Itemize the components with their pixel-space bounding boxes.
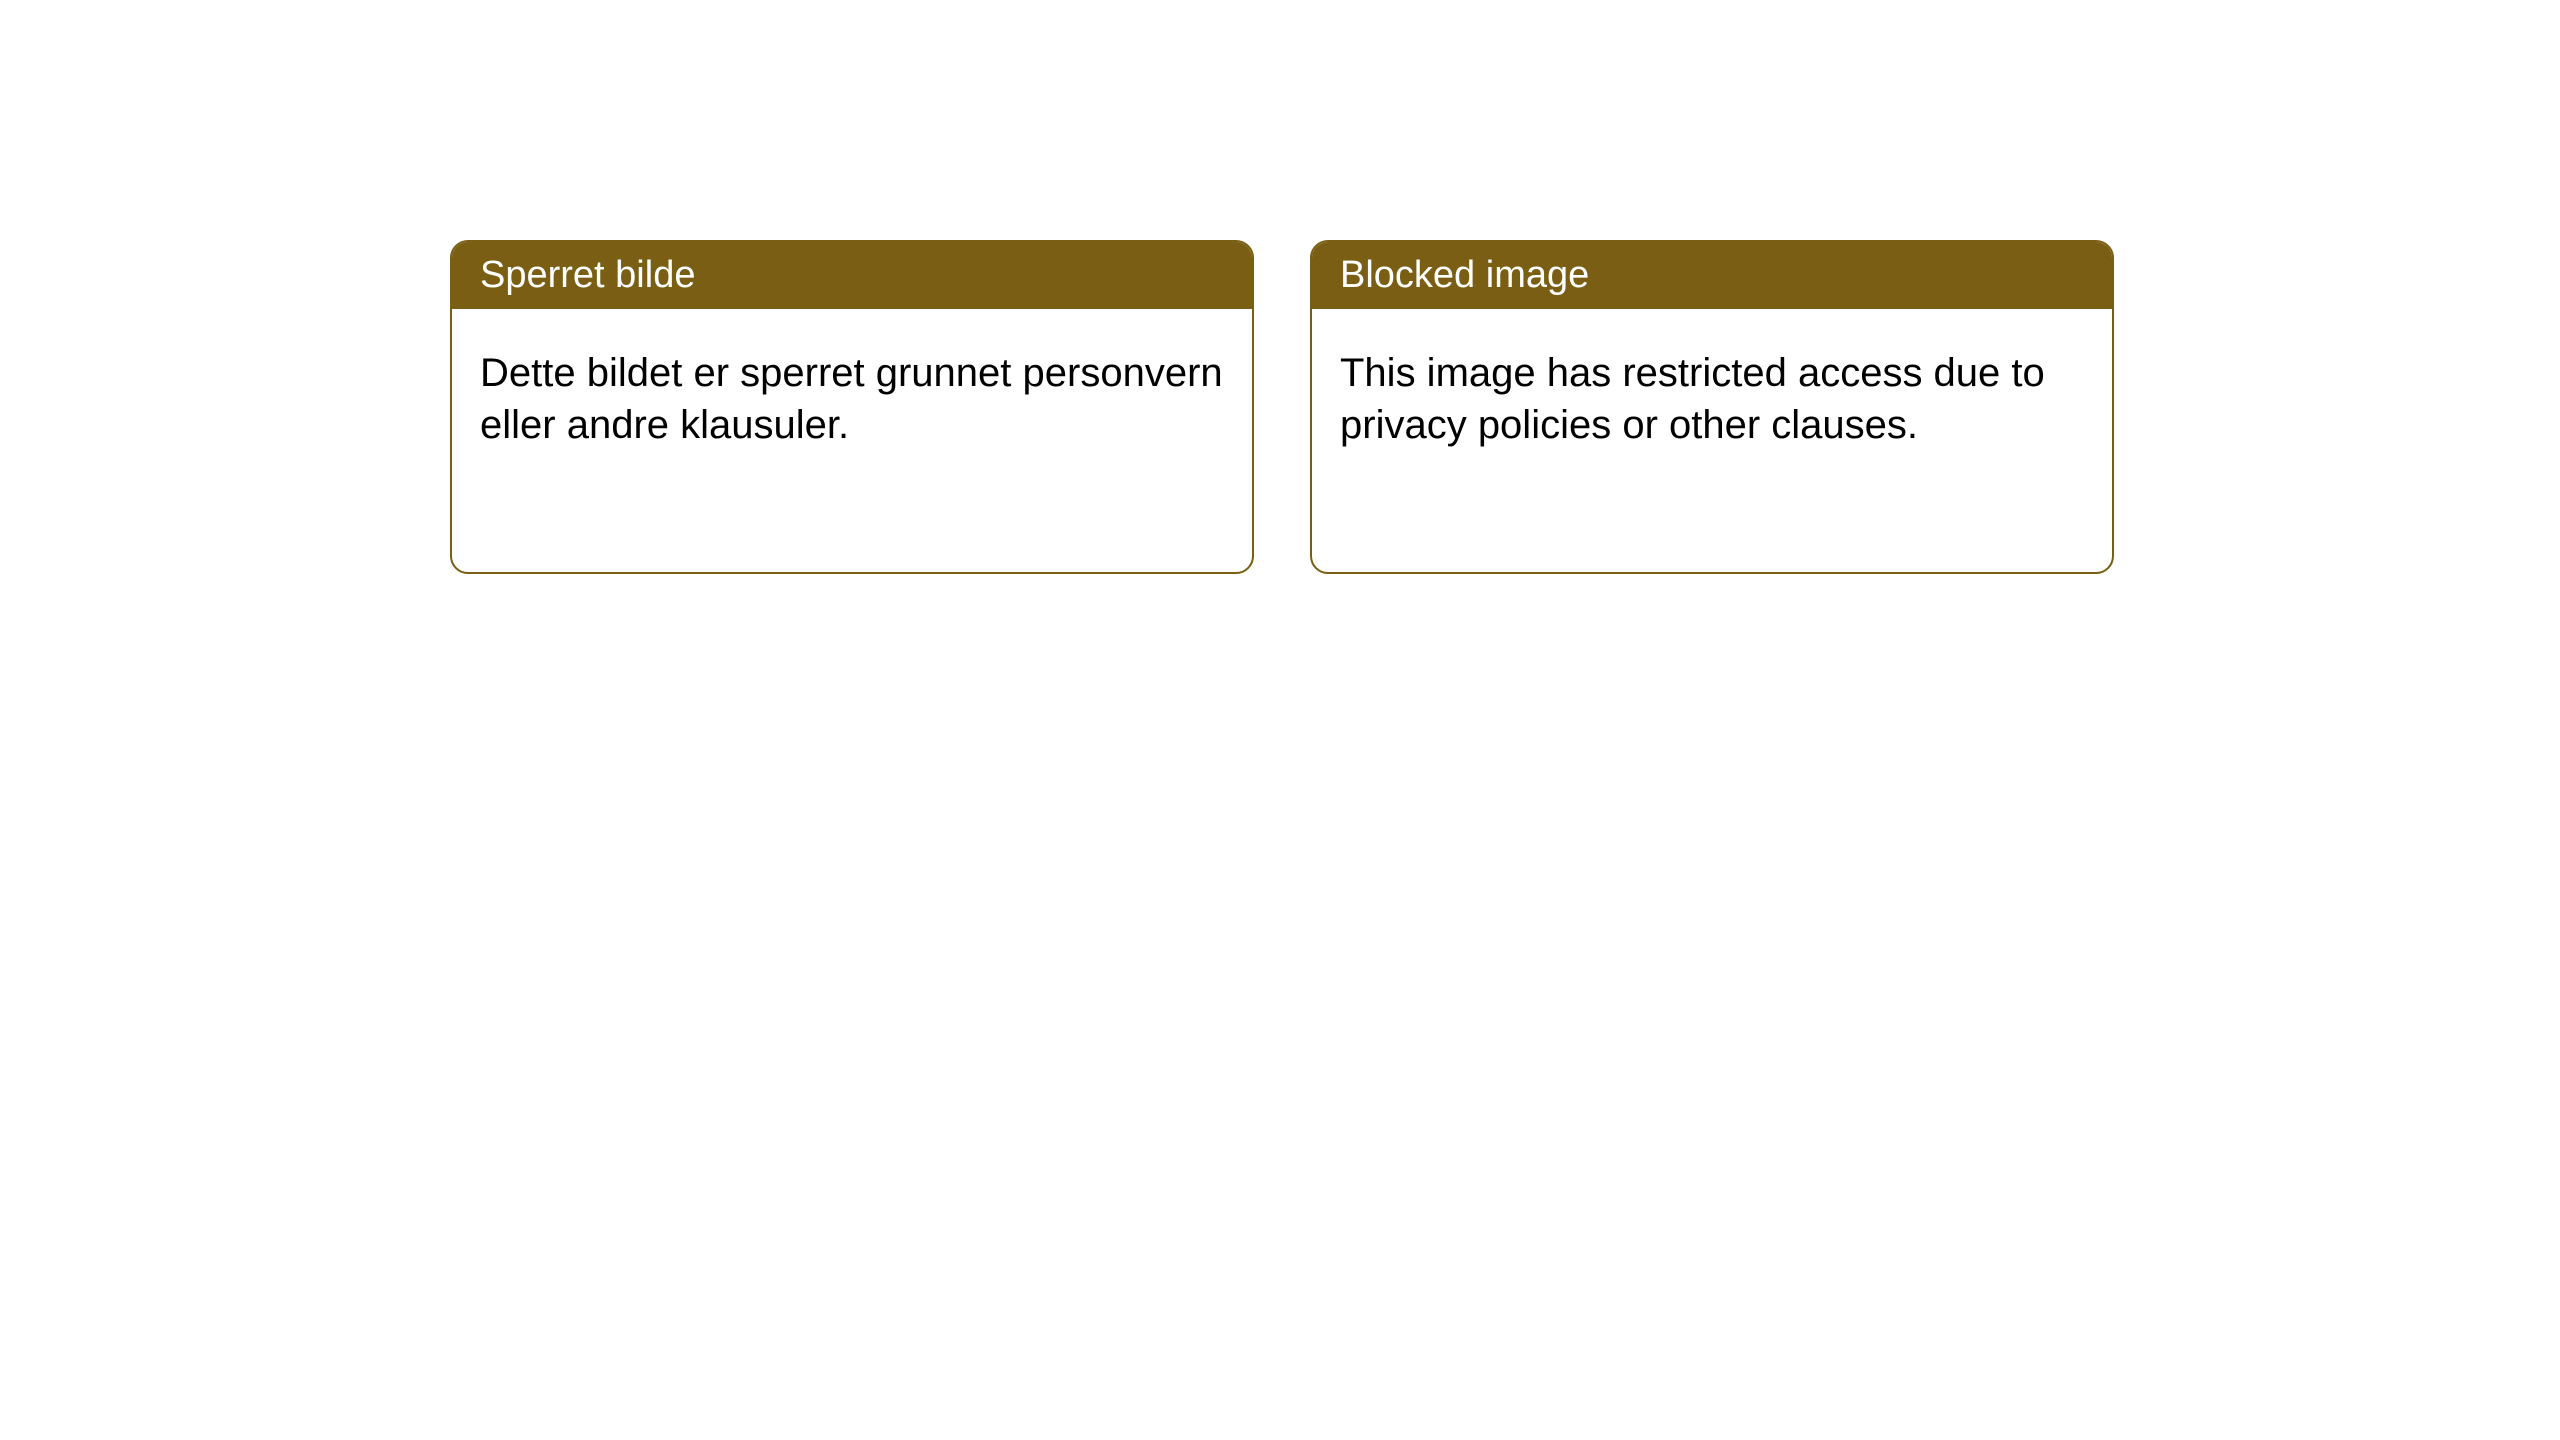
card-body-text: Dette bildet er sperret grunnet personve… [480, 351, 1223, 447]
notice-card-norwegian: Sperret bilde Dette bildet er sperret gr… [450, 240, 1254, 574]
card-header: Sperret bilde [452, 242, 1252, 309]
card-title: Blocked image [1340, 254, 1589, 296]
notice-card-english: Blocked image This image has restricted … [1310, 240, 2114, 574]
card-title: Sperret bilde [480, 254, 695, 296]
card-body-text: This image has restricted access due to … [1340, 351, 2045, 447]
card-body: This image has restricted access due to … [1312, 309, 2112, 489]
card-body: Dette bildet er sperret grunnet personve… [452, 309, 1252, 489]
notice-container: Sperret bilde Dette bildet er sperret gr… [0, 0, 2560, 574]
card-header: Blocked image [1312, 242, 2112, 309]
